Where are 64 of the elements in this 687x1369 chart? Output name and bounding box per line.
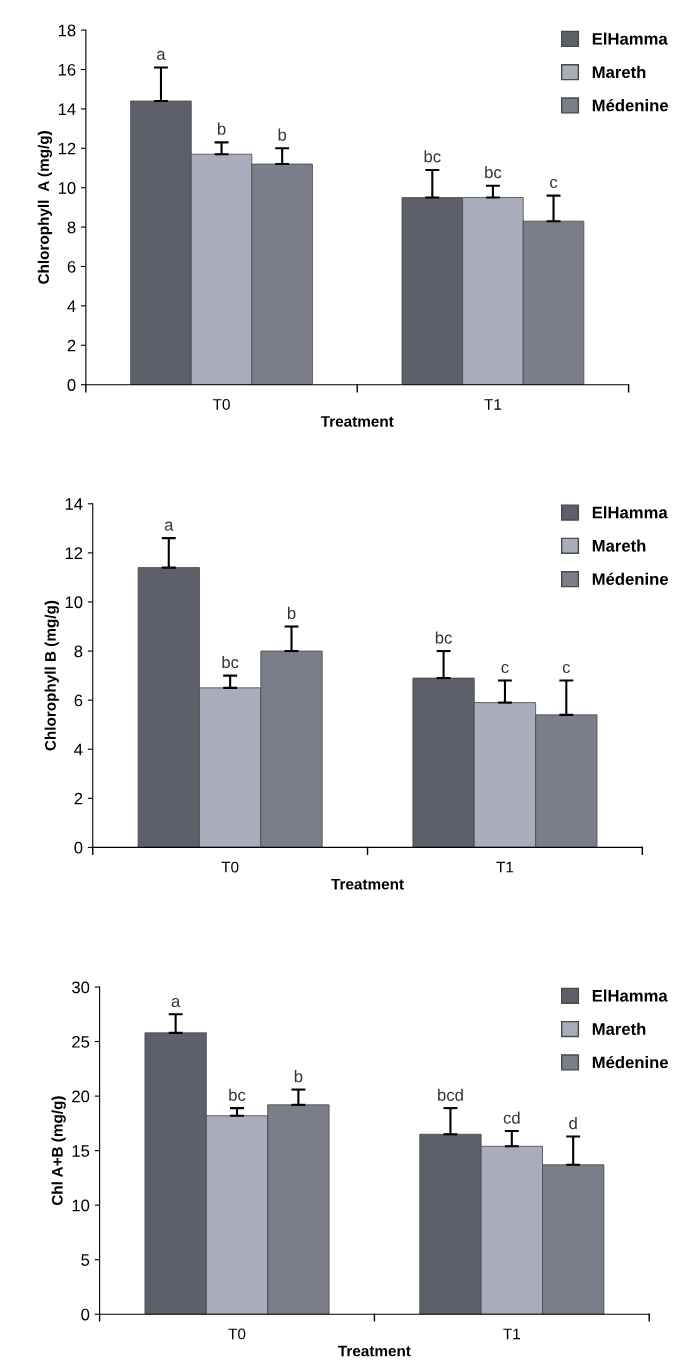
y-tick-label: 18 <box>58 24 76 37</box>
y-axis-title: Chlorophyll A (mg/g) <box>37 131 53 284</box>
x-axis-title: Treatment <box>320 416 394 427</box>
y-tick-label: 25 <box>72 1035 90 1048</box>
legend-label: Médenine <box>592 98 668 112</box>
y-tick-label: 20 <box>72 1090 90 1103</box>
data-label: bc <box>222 655 239 669</box>
data-label: b <box>218 122 226 135</box>
y-tick-label: 6 <box>67 260 76 273</box>
y-tick-label: 14 <box>58 103 76 115</box>
y-tick-label: 4 <box>74 743 83 756</box>
data-label: c <box>550 178 558 189</box>
y-tick-label: 6 <box>74 694 83 707</box>
data-label: c <box>501 663 509 674</box>
data-label: c <box>562 663 571 674</box>
y-tick-label: 8 <box>67 221 76 234</box>
y-tick-label: 0 <box>67 379 76 391</box>
y-tick-label: 5 <box>81 1254 90 1266</box>
data-label: a <box>157 50 166 60</box>
x-tick-label: T0 <box>228 1328 246 1340</box>
data-label: cd <box>503 1111 520 1124</box>
legend-label: Mareth <box>592 1022 646 1035</box>
data-label: bc <box>229 1088 246 1101</box>
y-tick-label: 0 <box>74 841 83 854</box>
y-tick-label: 10 <box>65 596 83 609</box>
y-tick-label: 8 <box>74 645 83 658</box>
x-tick-label: T0 <box>221 861 239 873</box>
x-tick-label: T1 <box>496 861 514 873</box>
data-label: b <box>294 1070 303 1083</box>
y-tick-label: 2 <box>74 792 83 805</box>
y-tick-label: 4 <box>67 300 76 312</box>
data-label: d <box>569 1117 577 1130</box>
y-tick-label: 15 <box>72 1145 90 1157</box>
data-label: a <box>171 997 181 1008</box>
y-tick-label: 10 <box>58 182 76 194</box>
y-axis-title: Chl A+B (mg/g) <box>51 1096 66 1206</box>
data-label: bcd <box>438 1088 463 1101</box>
legend-label: ElHamma <box>592 32 668 45</box>
legend-label: ElHamma <box>592 989 668 1002</box>
data-label: b <box>287 606 296 620</box>
y-tick-label: 12 <box>58 142 76 155</box>
x-axis-title: Treatment <box>338 1345 411 1357</box>
legend-label: Médenine <box>592 1055 668 1069</box>
data-label: b <box>278 128 287 141</box>
x-axis-title: Treatment <box>331 878 404 890</box>
x-tick-label: T0 <box>212 398 230 410</box>
legend-label: Mareth <box>592 539 646 552</box>
data-label: a <box>164 521 174 531</box>
x-tick-label: T1 <box>484 399 502 410</box>
y-tick-label: 0 <box>81 1308 90 1321</box>
data-label: bc <box>424 150 441 163</box>
y-tick-label: 10 <box>72 1199 90 1212</box>
y-tick-label: 16 <box>58 63 76 76</box>
data-label: bc <box>435 631 452 644</box>
y-tick-label: 30 <box>71 981 90 994</box>
legend-label: Mareth <box>592 65 646 79</box>
y-tick-label: 2 <box>67 339 76 352</box>
legend-label: ElHamma <box>592 506 668 519</box>
y-axis-title: Chlorophyll B (mg/g) <box>44 600 59 751</box>
x-tick-label: T1 <box>503 1328 520 1340</box>
legend-label: Médenine <box>592 572 668 586</box>
y-tick-label: 14 <box>65 498 83 510</box>
data-label: bc <box>485 165 502 179</box>
y-tick-label: 12 <box>65 547 83 559</box>
